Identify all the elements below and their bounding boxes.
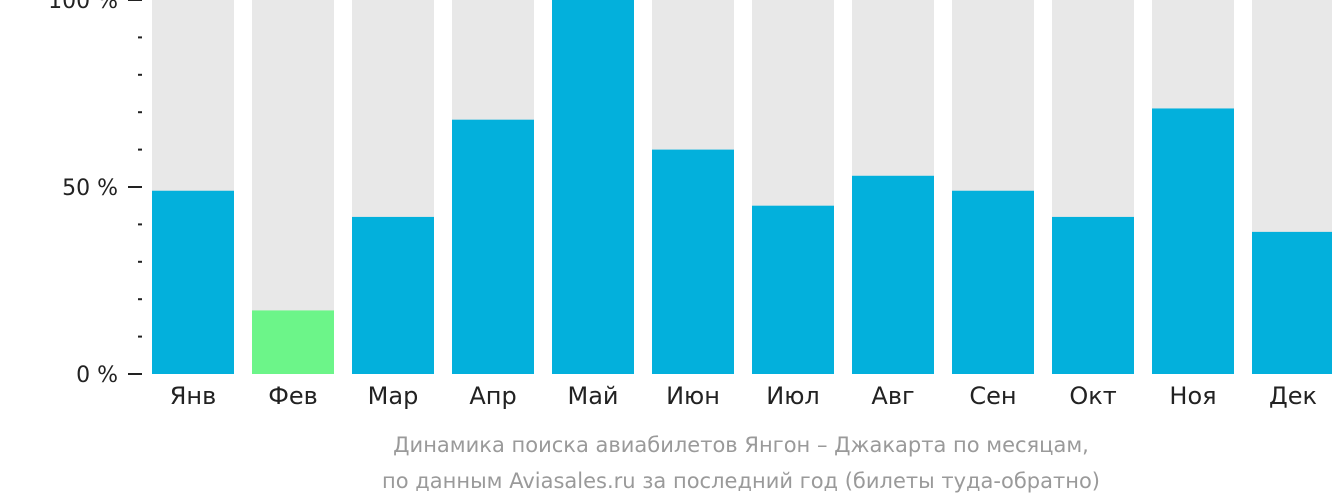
x-category-label: Ноя <box>1169 382 1216 410</box>
x-category-label: Апр <box>469 382 516 410</box>
bar-9[interactable] <box>952 190 1034 374</box>
bar-6[interactable] <box>652 149 734 374</box>
x-category-label: Янв <box>170 382 217 410</box>
x-category-label: Май <box>567 382 618 410</box>
bars-group <box>152 0 1332 375</box>
bar-7[interactable] <box>752 205 834 374</box>
x-category-label: Фев <box>268 382 318 410</box>
x-category-label: Авг <box>871 382 914 410</box>
x-category-label: Окт <box>1069 382 1116 410</box>
bar-3[interactable] <box>352 216 434 374</box>
chart-caption-line-1: Динамика поиска авиабилетов Янгон – Джак… <box>393 433 1089 457</box>
bar-2[interactable] <box>252 310 334 374</box>
y-tick-label: 50 % <box>62 176 118 201</box>
bar-5[interactable] <box>552 0 634 374</box>
x-axis-labels: Янв Фев Мар Апр Май Июн Июл Авг Сен Окт Ноя Дек <box>170 382 1317 410</box>
y-axis: 100 % 50 % 0 % <box>48 0 142 388</box>
y-tick-label: 100 % <box>48 0 118 14</box>
bar-12[interactable] <box>1252 231 1332 374</box>
x-category-label: Июл <box>766 382 820 410</box>
chart-caption-line-2: по данным Aviasales.ru за последний год … <box>382 469 1100 493</box>
bar-8[interactable] <box>852 175 934 374</box>
x-category-label: Июн <box>666 382 720 410</box>
x-category-label: Дек <box>1269 382 1317 410</box>
y-tick-label: 0 % <box>76 363 118 388</box>
bar-1[interactable] <box>152 190 234 374</box>
bar-10[interactable] <box>1052 216 1134 374</box>
x-category-label: Мар <box>368 382 419 410</box>
bar-4[interactable] <box>452 119 534 375</box>
x-category-label: Сен <box>969 382 1016 410</box>
bar-11[interactable] <box>1152 108 1234 375</box>
